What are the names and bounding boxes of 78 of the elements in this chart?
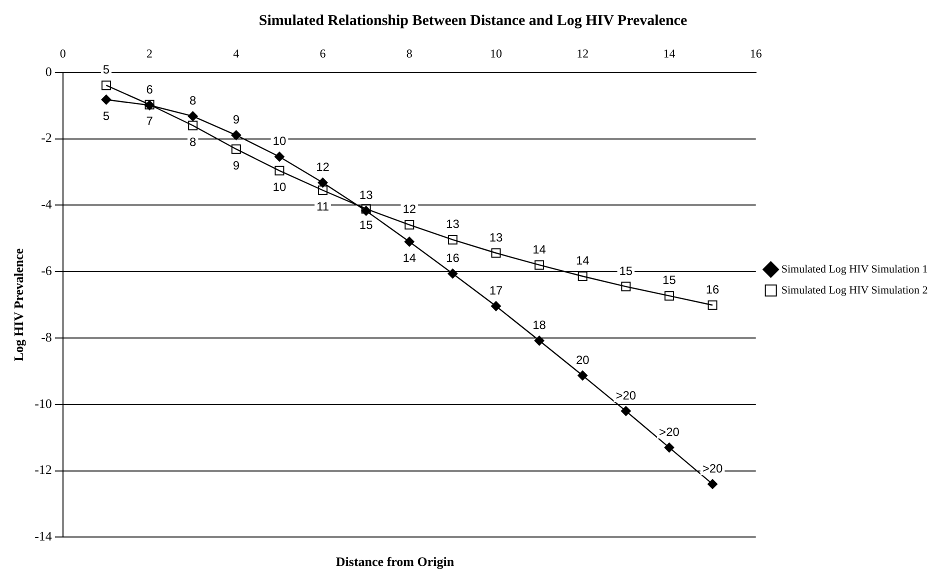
x-tick-label: 12	[576, 46, 589, 60]
annotation: 11	[316, 200, 330, 214]
point	[404, 236, 414, 247]
point	[664, 291, 674, 301]
point	[534, 260, 544, 270]
point	[448, 268, 458, 279]
x-tick-label: 14	[663, 46, 676, 60]
x-tick-label: 2	[146, 46, 153, 60]
point	[188, 120, 198, 130]
annotation: 17	[489, 283, 503, 298]
annotation: 8	[190, 94, 197, 108]
point	[491, 248, 501, 258]
point	[708, 300, 718, 310]
annotation: 15	[662, 273, 676, 288]
point	[101, 94, 112, 105]
point	[534, 336, 544, 346]
point	[448, 234, 458, 244]
annotation: 14	[532, 242, 546, 256]
x-tick-label: 0	[60, 46, 66, 60]
annotation: 18	[532, 318, 546, 332]
point	[101, 80, 111, 90]
point	[231, 130, 242, 140]
point	[274, 152, 284, 162]
legend-label: Simulated Log HIV Simulation 2	[781, 284, 928, 296]
annotation: 13	[489, 230, 503, 244]
annotation: 5	[102, 108, 110, 123]
point	[620, 406, 631, 416]
annotation: 6	[146, 82, 154, 97]
y-tick-label: 0	[45, 64, 52, 79]
annotation: >20	[702, 461, 724, 476]
x-tick-label: 6	[320, 46, 326, 60]
point	[404, 220, 414, 230]
annotation: 7	[146, 114, 154, 128]
y-tick-label: -12	[34, 462, 52, 478]
annotation: 14	[402, 251, 416, 266]
x-axis-title: Distance from Origin	[334, 554, 456, 570]
y-tick-label: -6	[41, 263, 52, 278]
chart-title: Simulated Relationship Between Distance and Log HIV Prevalence	[258, 12, 688, 29]
x-tick-label: 4	[233, 46, 240, 60]
annotation: 13	[359, 188, 374, 202]
annotation: 20	[576, 352, 590, 367]
annotation: 12	[402, 202, 416, 216]
point	[578, 272, 588, 281]
x-tick-label: 16	[750, 46, 762, 60]
point	[274, 166, 284, 176]
annotation: 8	[190, 134, 197, 149]
y-tick-label: -4	[41, 196, 52, 212]
point	[491, 301, 501, 312]
annotation: 9	[232, 112, 240, 126]
x-tick-label: 10	[490, 46, 502, 60]
y-tick-label: -2	[41, 130, 52, 146]
y-axis-title: Log HIV Prevalence	[11, 248, 26, 362]
annotation: 16	[706, 282, 720, 296]
annotation: 10	[272, 134, 286, 148]
annotation: 5	[102, 62, 110, 77]
annotation: 9	[232, 158, 240, 172]
point	[318, 178, 328, 188]
legend-label: Simulated Log HIV Simulation 1	[781, 263, 928, 276]
y-tick-label: -8	[41, 329, 52, 344]
point	[708, 479, 718, 490]
annotation: >20	[616, 388, 636, 402]
point	[318, 186, 328, 196]
annotation: 14	[576, 254, 590, 268]
point	[578, 370, 588, 381]
point	[231, 144, 241, 154]
annotation: 16	[446, 250, 460, 265]
annotation: 13	[446, 217, 460, 232]
y-tick-label: -10	[34, 396, 52, 411]
annotation: >20	[659, 424, 680, 439]
x-tick-label: 8	[406, 46, 412, 60]
annotation: 12	[316, 160, 330, 174]
point	[188, 111, 198, 122]
y-tick-label: -14	[34, 528, 52, 544]
annotation: 10	[272, 180, 286, 194]
annotation: 15	[619, 264, 633, 278]
point	[621, 282, 631, 292]
point	[664, 442, 674, 453]
annotation: 15	[359, 218, 374, 232]
